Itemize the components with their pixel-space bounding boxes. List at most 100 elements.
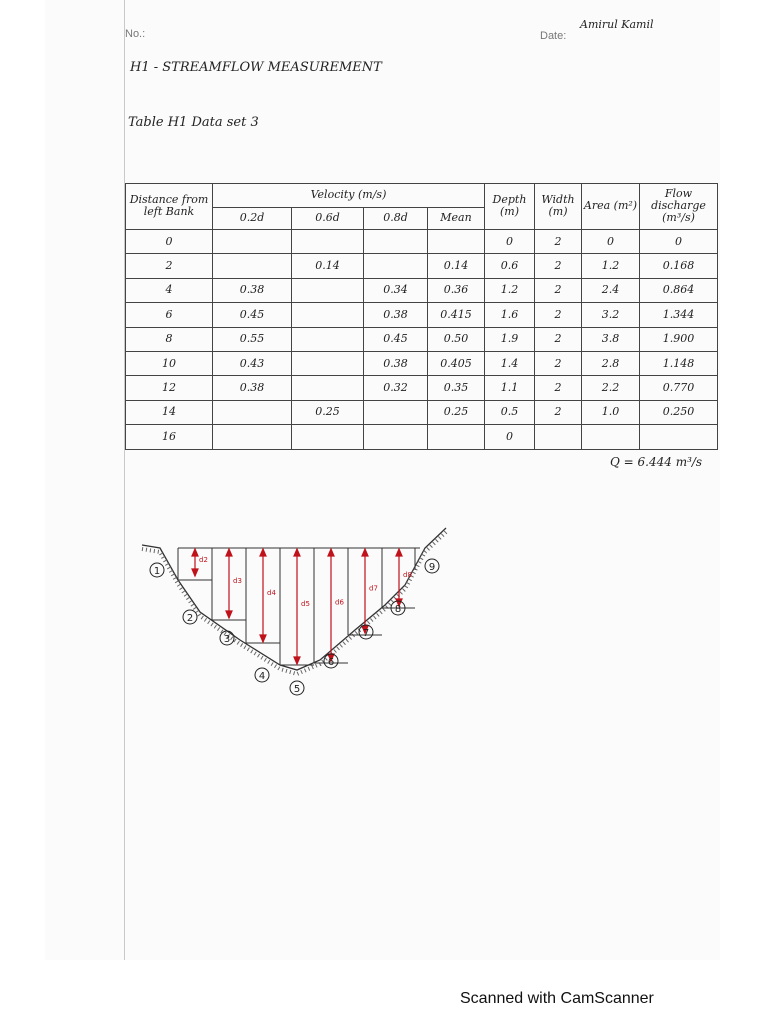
depth-label: d7 (369, 585, 378, 593)
table-cell: 0.415 (428, 303, 485, 328)
table-cell: 0.25 (428, 400, 485, 426)
column-header: Distance from left Bank (125, 183, 213, 230)
point-circle (323, 653, 339, 669)
table-cell: 0.45 (364, 327, 428, 352)
point-circle (289, 680, 305, 696)
column-header: Width (m) (535, 183, 582, 230)
arrow-head (361, 625, 369, 635)
arrow-head (225, 610, 233, 620)
table-cell (292, 425, 364, 450)
point-circle (358, 624, 374, 640)
table-cell: 1.9 (485, 327, 535, 352)
point-label: 6 (328, 657, 334, 668)
table-cell (428, 230, 485, 255)
table-cell (364, 400, 428, 426)
table-cell: 8 (125, 327, 213, 352)
column-header: Flow discharge (m³/s) (640, 183, 718, 230)
table-cell: 2 (535, 327, 582, 352)
table-cell (364, 254, 428, 279)
point-label: 2 (187, 613, 193, 624)
table-cell: 10 (125, 352, 213, 377)
table-cell: 0 (582, 230, 640, 255)
arrow-head (259, 634, 267, 644)
table-cell: 2 (535, 230, 582, 255)
table-cell: 0.250 (640, 400, 718, 426)
column-header: Velocity (m/s) (213, 183, 485, 208)
table-cell: 0.45 (213, 303, 292, 328)
table-cell: 1.900 (640, 327, 718, 352)
table-cell: 0.55 (213, 327, 292, 352)
table-cell (292, 303, 364, 328)
table-cell: 2.4 (582, 278, 640, 304)
point-label: 9 (429, 562, 435, 573)
sub-header: Mean (428, 208, 485, 230)
table-cell: 0.168 (640, 254, 718, 279)
table-cell: 2 (535, 376, 582, 401)
table-caption: Table H1 Data set 3 (128, 115, 259, 130)
table-cell: 0.5 (485, 400, 535, 426)
table-cell (582, 425, 640, 450)
table-cell (364, 230, 428, 255)
table-cell: 0.50 (428, 327, 485, 352)
table-cell (292, 327, 364, 352)
scanner-footer: Scanned with CamScanner (460, 990, 654, 1007)
arrow-head (191, 547, 199, 557)
table-cell: 0.6 (485, 254, 535, 279)
point-label: 3 (224, 634, 230, 645)
table-cell: 2.8 (582, 352, 640, 377)
table-cell: 0.25 (292, 400, 364, 426)
notebook-page (45, 0, 720, 960)
table-cell: 2 (535, 303, 582, 328)
table-cell (213, 254, 292, 279)
table-cell: 0.14 (428, 254, 485, 279)
sub-header: 0.2d (213, 208, 292, 230)
table-cell (292, 278, 364, 304)
arrow-head (293, 656, 301, 666)
verticals (177, 547, 420, 666)
table-cell: 0.36 (428, 278, 485, 304)
table-cell: 0.864 (640, 278, 718, 304)
table-cell: 0.38 (364, 352, 428, 377)
point-circle (424, 558, 440, 574)
author-name: Amirul Kamil (580, 18, 654, 31)
table-cell: 1.6 (485, 303, 535, 328)
table-cell: 12 (125, 376, 213, 401)
table-cell: 1.1 (485, 376, 535, 401)
table-cell: 0 (640, 230, 718, 255)
cross-section-diagram: d2 d3 d4 d5 d6 d7 d8 1 2 3 4 5 6 7 8 9 (141, 527, 448, 696)
arrow-head (259, 547, 267, 557)
arrow-head (293, 547, 301, 557)
point-circle (149, 562, 165, 578)
point-labels: 1 2 3 4 5 6 7 8 9 (149, 558, 440, 696)
title: H1 - STREAMFLOW MEASUREMENT (130, 60, 382, 75)
point-circle (254, 667, 270, 683)
table-cell (535, 425, 582, 450)
table-cell (364, 425, 428, 450)
table-cell: 0.38 (213, 278, 292, 304)
table-cell: 2 (535, 400, 582, 426)
arrow-head (361, 547, 369, 557)
sub-header: 0.8d (364, 208, 428, 230)
table-cell: 0.14 (292, 254, 364, 279)
depth-label: d5 (301, 600, 310, 608)
sub-header: 0.6d (292, 208, 364, 230)
table-cell (213, 400, 292, 426)
point-label: 8 (395, 604, 401, 615)
table-cell: 2 (535, 278, 582, 304)
point-circle (219, 630, 235, 646)
table-cell (292, 230, 364, 255)
table-cell: 0.405 (428, 352, 485, 377)
table-cell: 0.38 (213, 376, 292, 401)
table-cell: 1.0 (582, 400, 640, 426)
point-label: 5 (294, 684, 300, 695)
point-circle (390, 600, 406, 616)
arrow-head (327, 547, 335, 557)
point-label: 7 (363, 628, 369, 639)
table-cell: 0.43 (213, 352, 292, 377)
table-cell: 1.148 (640, 352, 718, 377)
table-cell: 16 (125, 425, 213, 450)
depth-label: d2 (199, 556, 208, 564)
table-cell: 2 (535, 254, 582, 279)
total-discharge: Q = 6.444 m³/s (610, 455, 703, 469)
